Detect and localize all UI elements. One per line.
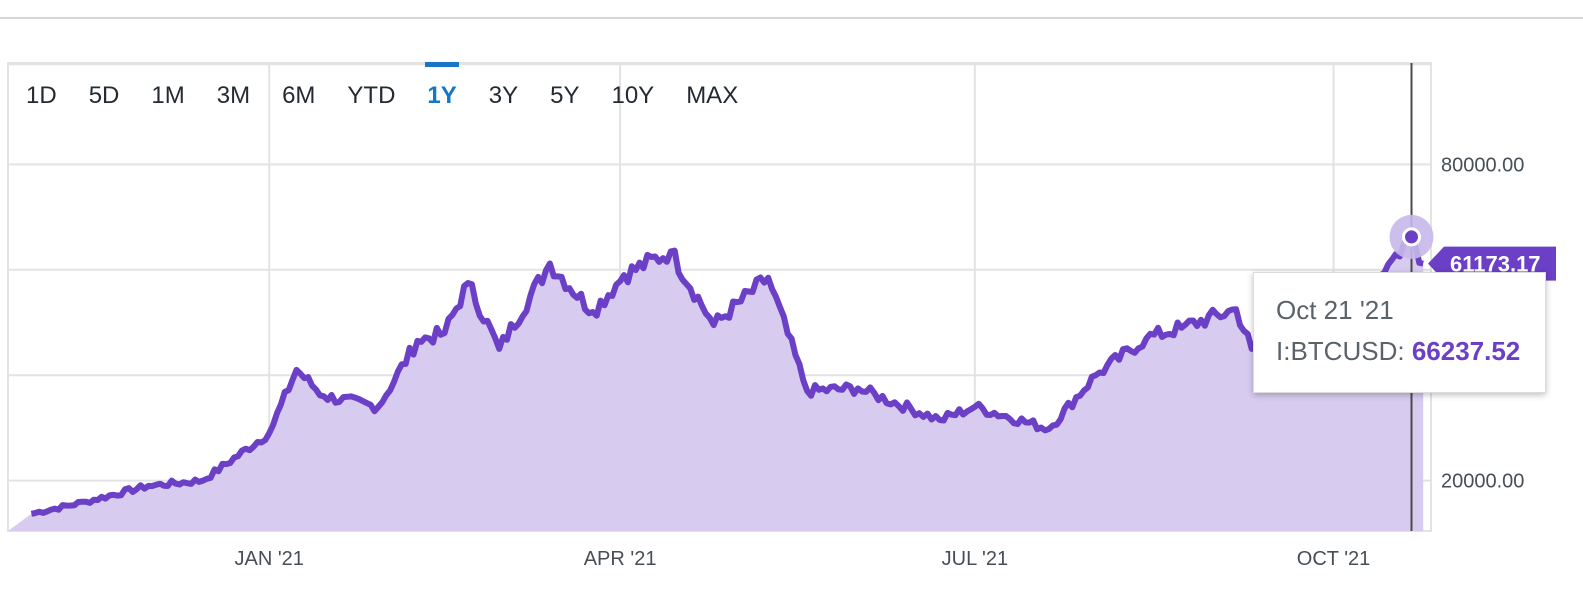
range-button-3m[interactable]: 3M (216, 82, 251, 109)
range-button-5d[interactable]: 5D (88, 82, 120, 109)
tooltip-symbol: I:BTCUSD: (1276, 336, 1405, 366)
range-button-max[interactable]: MAX (686, 82, 739, 109)
hover-point[interactable] (1402, 227, 1422, 247)
tooltip-value: 66237.52 (1411, 336, 1521, 366)
x-tick-label: OCT '21 (1297, 548, 1370, 570)
range-button-3y[interactable]: 3Y (488, 82, 519, 109)
range-button-6m[interactable]: 6M (282, 82, 316, 109)
hover-tooltip: Oct 21 '21 I:BTCUSD: 66237.52 (1253, 272, 1546, 393)
range-selector: 1D 5D 1M 3M 6M YTD 1Y 3Y 5Y 10Y MAX (10, 62, 754, 128)
x-tick-label: JAN '21 (235, 548, 304, 570)
range-button-ytd[interactable]: YTD (347, 82, 396, 109)
tooltip-date: Oct 21 '21 (1276, 295, 1394, 325)
price-line (30, 233, 1424, 517)
range-button-1y[interactable]: 1Y (411, 62, 472, 128)
x-tick-label: APR '21 (584, 548, 657, 570)
top-divider (0, 17, 1583, 19)
y-tick-label: 20000.00 (1441, 471, 1524, 493)
range-button-5y[interactable]: 5Y (550, 82, 580, 109)
range-button-10y[interactable]: 10Y (611, 82, 655, 109)
x-tick-label: JUL '21 (942, 548, 1008, 570)
range-button-1m[interactable]: 1M (151, 82, 185, 109)
x-axis-labels: JAN '21 APR '21 JUL '21 OCT '21 (235, 548, 1371, 570)
tooltip-line: I:BTCUSD: 66237.52 (1276, 336, 1545, 367)
y-tick-label: 80000.00 (1441, 154, 1524, 176)
range-button-1d[interactable]: 1D (26, 82, 57, 109)
price-area (8, 236, 1424, 531)
